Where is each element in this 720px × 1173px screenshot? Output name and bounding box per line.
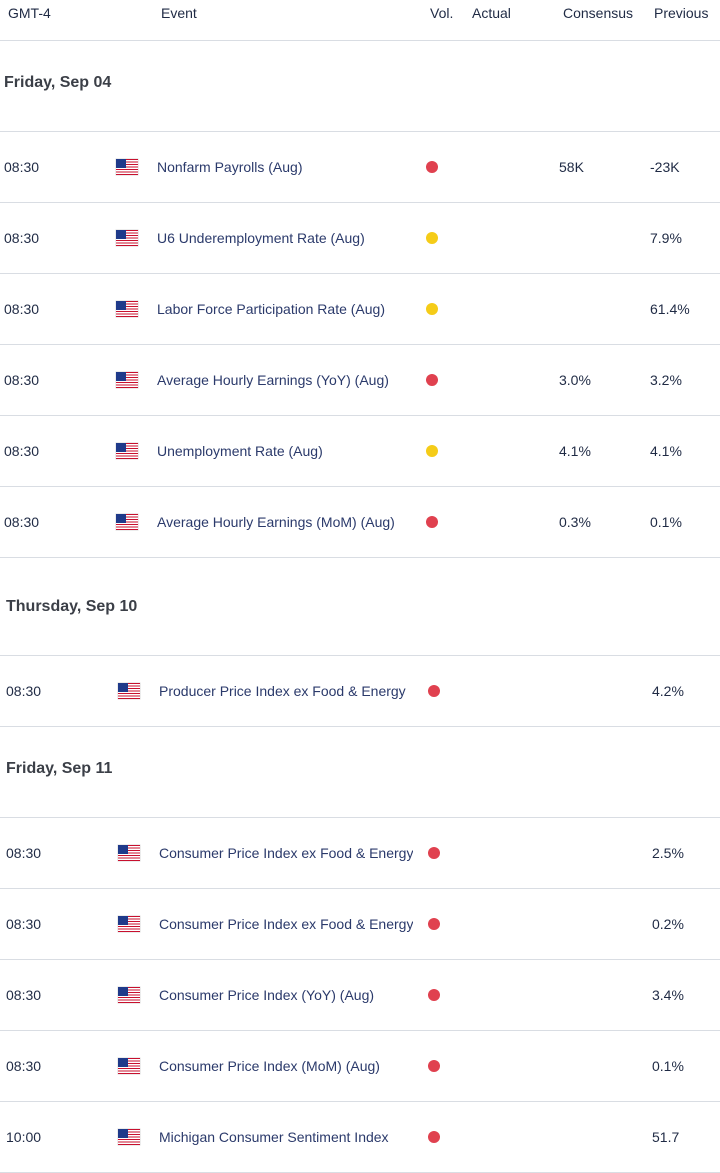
us-flag-icon — [118, 845, 140, 861]
previous-value: 3.2% — [650, 372, 682, 388]
volatility-high-icon — [426, 516, 438, 528]
us-flag-icon — [116, 443, 138, 459]
consensus-value: 3.0% — [559, 372, 591, 388]
event-row[interactable]: 10:00 Michigan Consumer Sentiment Index 51… — [0, 1101, 720, 1173]
event-row[interactable]: 08:30 Average Hourly Earnings (MoM) (Aug)… — [0, 486, 720, 558]
us-flag-icon — [118, 1129, 140, 1145]
event-row[interactable]: 08:30 Labor Force Participation Rate (Aug… — [0, 273, 720, 344]
event-time: 08:30 — [4, 301, 40, 317]
event-time: 08:30 — [6, 683, 42, 699]
event-time: 08:30 — [4, 159, 40, 175]
event-name[interactable]: Consumer Price Index (YoY) (Aug) — [159, 987, 375, 1003]
previous-value: 0.1% — [650, 514, 682, 530]
event-time: 08:30 — [6, 916, 42, 932]
previous-value: 4.1% — [650, 443, 682, 459]
event-name[interactable]: Unemployment Rate (Aug) — [157, 443, 323, 459]
actual-column-header: Actual — [472, 5, 511, 21]
event-row[interactable]: 08:30 Average Hourly Earnings (YoY) (Aug)… — [0, 344, 720, 415]
us-flag-icon — [116, 372, 138, 388]
previous-value: 7.9% — [650, 230, 682, 246]
event-name[interactable]: Consumer Price Index (MoM) (Aug) — [159, 1058, 380, 1074]
previous-value: 4.2% — [652, 683, 684, 699]
volatility-medium-icon — [426, 232, 438, 244]
previous-value: 61.4% — [650, 301, 690, 317]
previous-value: 3.4% — [652, 987, 684, 1003]
volatility-high-icon — [426, 161, 438, 173]
event-row[interactable]: 08:30 Nonfarm Payrolls (Aug) 58K -23K — [0, 131, 720, 202]
event-time: 10:00 — [6, 1129, 42, 1145]
event-name[interactable]: Nonfarm Payrolls (Aug) — [157, 159, 303, 175]
volatility-high-icon — [428, 1060, 440, 1072]
vol-column-header: Vol. — [430, 5, 454, 21]
consensus-column-header: Consensus — [563, 5, 634, 21]
us-flag-icon — [116, 301, 138, 317]
event-time: 08:30 — [4, 372, 40, 388]
event-name[interactable]: Labor Force Participation Rate (Aug) — [157, 301, 385, 317]
timezone-label[interactable]: GMT-4 — [8, 5, 51, 21]
day-header: Friday, Sep 04 — [4, 74, 112, 91]
volatility-high-icon — [428, 685, 440, 697]
event-time: 08:30 — [6, 1058, 42, 1074]
previous-value: 0.2% — [652, 916, 684, 932]
event-name[interactable]: Consumer Price Index ex Food & Energy — [159, 845, 414, 861]
event-name[interactable]: Consumer Price Index ex Food & Energy — [159, 916, 414, 932]
us-flag-icon — [116, 230, 138, 246]
consensus-value: 0.3% — [559, 514, 591, 530]
previous-value: 51.7 — [652, 1129, 680, 1145]
event-column-header: Event — [161, 5, 197, 21]
event-row[interactable]: 08:30 U6 Underemployment Rate (Aug) 7.9% — [0, 202, 720, 273]
event-name[interactable]: Producer Price Index ex Food & Energy — [159, 683, 406, 699]
event-row[interactable]: 08:30 Producer Price Index ex Food & Ener… — [0, 655, 720, 727]
event-name[interactable]: Michigan Consumer Sentiment Index — [159, 1129, 389, 1145]
event-name[interactable]: Average Hourly Earnings (MoM) (Aug) — [157, 514, 395, 530]
event-time: 08:30 — [6, 845, 42, 861]
event-row[interactable]: 08:30 Consumer Price Index (YoY) (Aug) 3.4… — [0, 959, 720, 1030]
day-header: Thursday, Sep 10 — [6, 598, 138, 615]
volatility-medium-icon — [426, 303, 438, 315]
previous-value: 2.5% — [652, 845, 684, 861]
consensus-value: 4.1% — [559, 443, 591, 459]
volatility-high-icon — [428, 989, 440, 1001]
us-flag-icon — [118, 987, 140, 1003]
event-time: 08:30 — [4, 443, 40, 459]
calendar-header: GMT-4 Event Vol. Actual Consensus Previo… — [0, 0, 720, 41]
event-time: 08:30 — [6, 987, 42, 1003]
volatility-high-icon — [426, 374, 438, 386]
day-header: Friday, Sep 11 — [6, 760, 113, 777]
event-name[interactable]: Average Hourly Earnings (YoY) (Aug) — [157, 372, 389, 388]
consensus-value: 58K — [559, 159, 584, 175]
volatility-high-icon — [428, 1131, 440, 1143]
event-row[interactable]: 08:30 Unemployment Rate (Aug) 4.1% 4.1% — [0, 415, 720, 486]
previous-value: 0.1% — [652, 1058, 684, 1074]
us-flag-icon — [118, 683, 140, 699]
event-time: 08:30 — [4, 230, 40, 246]
us-flag-icon — [116, 514, 138, 530]
event-row[interactable]: 08:30 Consumer Price Index ex Food & Ener… — [0, 817, 720, 888]
event-time: 08:30 — [4, 514, 40, 530]
event-name[interactable]: U6 Underemployment Rate (Aug) — [157, 230, 365, 246]
volatility-high-icon — [428, 918, 440, 930]
event-row[interactable]: 08:30 Consumer Price Index ex Food & Ener… — [0, 888, 720, 959]
us-flag-icon — [118, 916, 140, 932]
previous-column-header: Previous — [654, 5, 709, 21]
volatility-high-icon — [428, 847, 440, 859]
event-row[interactable]: 08:30 Consumer Price Index (MoM) (Aug) 0.1… — [0, 1030, 720, 1101]
us-flag-icon — [118, 1058, 140, 1074]
previous-value: -23K — [650, 159, 680, 175]
us-flag-icon — [116, 159, 138, 175]
volatility-medium-icon — [426, 445, 438, 457]
